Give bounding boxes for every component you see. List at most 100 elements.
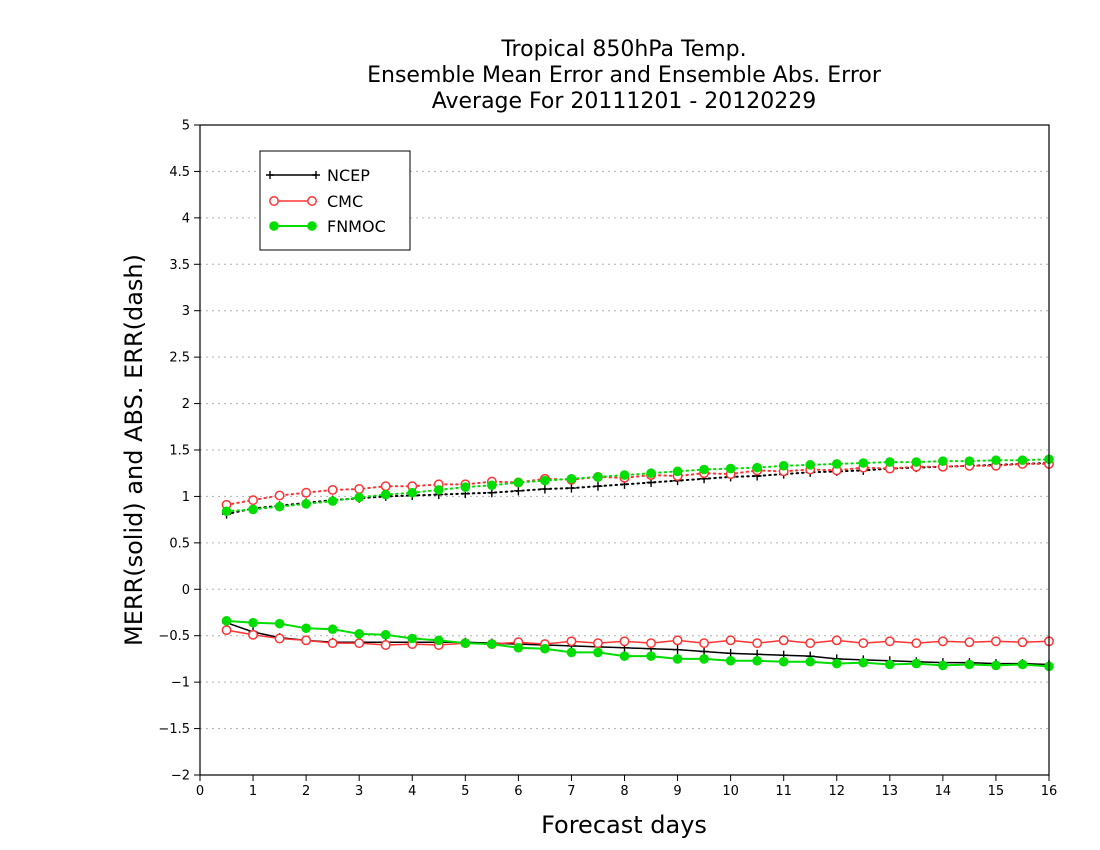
fnmoc-abs-err-point (672, 466, 683, 477)
fnmoc-abs-err-point (778, 460, 789, 471)
fnmoc-abs-err-point (540, 475, 550, 486)
fnmoc-abs-err-point (354, 492, 364, 503)
fnmoc-merr-point (1017, 659, 1028, 670)
fnmoc-abs-err-point (487, 480, 497, 491)
fnmoc-merr-point (513, 642, 524, 653)
fnmoc-merr-point (778, 656, 789, 667)
y-tick-label: 3.5 (169, 258, 190, 273)
y-tick-label: 4 (182, 211, 190, 226)
fnmoc-merr-point (672, 654, 683, 664)
x-tick-label: 3 (355, 784, 363, 799)
cmc-merr-point (752, 638, 763, 649)
fnmoc-merr-point (911, 658, 922, 669)
fnmoc-abs-err-point (593, 472, 603, 482)
cmc-merr-point (778, 635, 789, 646)
fnmoc-abs-err-point (433, 485, 444, 495)
fnmoc-merr-point (487, 639, 497, 649)
fnmoc-abs-err-point (407, 487, 418, 498)
cmc-abs-err-point (274, 490, 285, 501)
cmc-merr-point (672, 635, 683, 646)
x-tick-label: 4 (408, 784, 416, 799)
fnmoc-abs-err-point (752, 462, 762, 473)
fnmoc-abs-err-point (646, 468, 656, 479)
legend-cmc-label: CMC (327, 192, 363, 211)
y-tick-label: 5 (182, 119, 190, 134)
cmc-merr-point (805, 638, 816, 649)
fnmoc-merr-point (964, 659, 975, 670)
cmc-merr-point (221, 625, 232, 636)
cmc-merr-point (301, 635, 312, 646)
y-tick-label: 1 (182, 490, 190, 505)
legend-ncep-marker-left (266, 171, 274, 179)
legend-fnmoc-marker-right (307, 221, 317, 231)
x-tick-label: 13 (882, 784, 899, 799)
cmc-merr-point (858, 638, 869, 649)
y-tick-label: −1.5 (158, 722, 190, 737)
cmc-merr-point (1017, 637, 1028, 648)
ncep-merr-point (673, 645, 683, 655)
x-tick-label: 14 (935, 784, 952, 799)
legend-ncep-label: NCEP (327, 166, 370, 185)
fnmoc-abs-err-point (964, 456, 975, 466)
cmc-merr-point (566, 636, 577, 647)
x-tick-label: 2 (302, 784, 310, 799)
legend-fnmoc-label: FNMOC (327, 217, 386, 236)
y-tick-label: −1 (171, 676, 190, 691)
fnmoc-abs-err-point (938, 456, 948, 466)
fnmoc-merr-point (699, 654, 709, 664)
cmc-merr-point (699, 638, 710, 649)
cmc-merr-point (274, 633, 285, 644)
x-tick-label: 16 (1041, 784, 1058, 799)
fnmoc-abs-err-point (221, 506, 232, 517)
fnmoc-abs-err-point (380, 489, 391, 500)
fnmoc-abs-err-point (513, 477, 524, 488)
y-tick-label: 0 (182, 583, 190, 598)
fnmoc-abs-err-point (725, 463, 736, 474)
fnmoc-merr-point (885, 659, 895, 670)
fnmoc-abs-err-point (805, 460, 816, 470)
x-tick-label: 9 (673, 784, 681, 799)
series-group (221, 454, 1054, 672)
legend: NCEP CMC FNMOC (259, 150, 411, 251)
y-tick-label: −2 (171, 769, 190, 784)
fnmoc-merr-point (938, 660, 948, 671)
legend-ncep-marker-right (312, 171, 320, 179)
cmc-abs-err-point (354, 484, 365, 494)
legend-cmc-marker-right (307, 196, 317, 206)
y-tick-label: 2.5 (169, 351, 190, 366)
y-tick-label: 2 (182, 397, 190, 412)
fnmoc-merr-point (327, 624, 338, 635)
x-tick-label: 15 (988, 784, 1005, 799)
fnmoc-abs-err-point (566, 473, 577, 484)
fnmoc-merr-point (460, 638, 471, 648)
y-tick-label: 1.5 (169, 444, 190, 459)
x-tick-label: 6 (514, 784, 522, 799)
ncep-abs-err-point (566, 483, 576, 493)
fnmoc-abs-err-point (274, 501, 285, 512)
cmc-merr-point (884, 636, 895, 647)
fnmoc-merr-point (354, 629, 364, 639)
fnmoc-merr-point (991, 660, 1001, 671)
x-tick-label: 7 (567, 784, 575, 799)
fnmoc-merr-point (725, 655, 736, 666)
cmc-abs-err-point (327, 484, 338, 495)
fnmoc-merr-point (433, 635, 444, 646)
y-tick-label: 3 (182, 304, 190, 319)
fnmoc-abs-err-point (911, 457, 922, 467)
cmc-merr-point (831, 635, 842, 646)
cmc-merr-point (646, 638, 656, 649)
y-tick-label: 4.5 (169, 165, 190, 180)
ncep-abs-err-point (540, 484, 550, 494)
fnmoc-abs-err-point (885, 457, 895, 467)
fnmoc-abs-err-point (327, 496, 338, 506)
fnmoc-merr-point (858, 657, 869, 668)
fnmoc-merr-point (619, 651, 630, 661)
fnmoc-merr-point (540, 643, 550, 654)
series-fnmoc (221, 454, 1054, 672)
chart-title-line-2: Ensemble Mean Error and Ensemble Abs. Er… (367, 63, 882, 88)
fnmoc-merr-point (646, 651, 656, 661)
x-tick-label: 10 (722, 784, 739, 799)
x-tick-label: 11 (775, 784, 792, 799)
